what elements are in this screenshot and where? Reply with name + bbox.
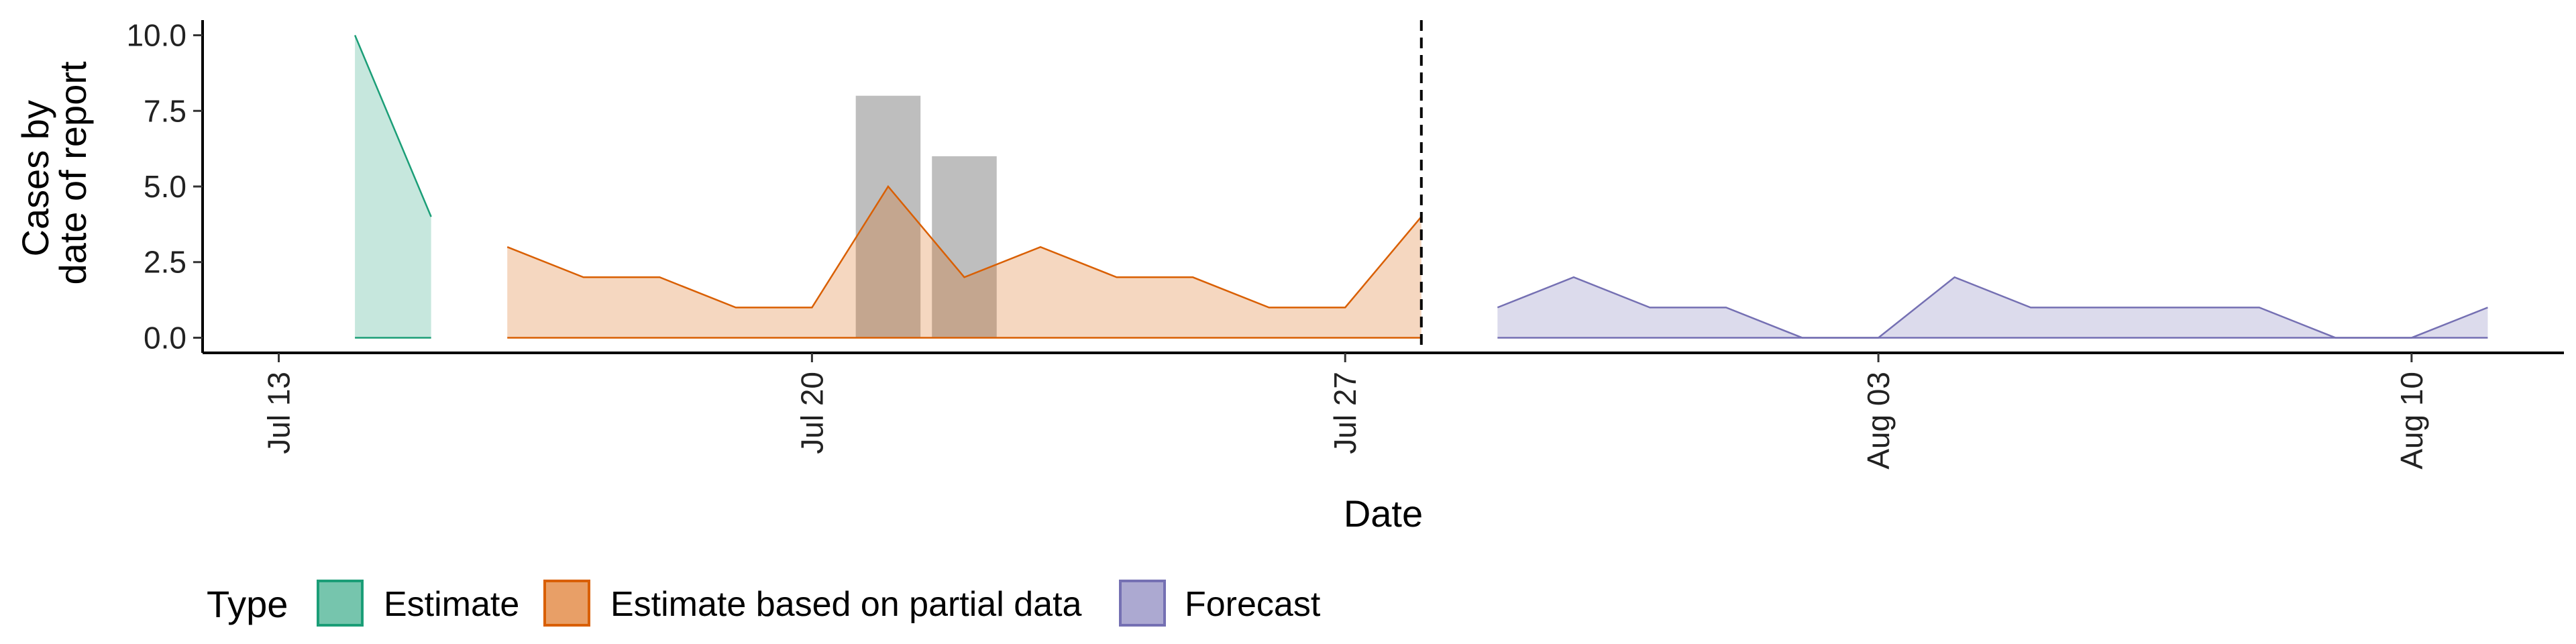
- area-forecast: [1497, 277, 2488, 338]
- x-tick-label: Jul 20: [794, 372, 829, 454]
- y-axis-title-line-1: Cases by: [14, 100, 56, 256]
- legend-key-forecast: [1119, 580, 1166, 627]
- x-tick-label: Jul 13: [262, 372, 297, 454]
- area-estimate-based-on-partial-data: [507, 186, 1421, 338]
- legend-label-partial: Estimate based on partial data: [610, 585, 1082, 624]
- legend-key-estimate: [317, 580, 364, 627]
- x-tick-label: Aug 10: [2394, 372, 2429, 470]
- line-forecast: [1497, 276, 2488, 339]
- bar-2020-07-22: [932, 156, 997, 338]
- y-axis-title-line-2: date of report: [52, 61, 94, 285]
- x-tick-label: Aug 03: [1861, 372, 1896, 470]
- areas-layer: [354, 35, 2488, 339]
- y-axis-title: Cases by date of report: [14, 61, 94, 285]
- legend-label-estimate: Estimate: [384, 585, 519, 624]
- legend-title: Type: [207, 583, 288, 625]
- y-tick-label: 2.5: [144, 245, 186, 280]
- bars-layer: [855, 95, 997, 338]
- x-tick-label: Jul 27: [1328, 372, 1362, 454]
- y-tick-label: 0.0: [144, 320, 186, 355]
- y-tick-label: 7.5: [144, 93, 186, 128]
- y-tick-label: 5.0: [144, 169, 186, 204]
- y-tick-label: 10.0: [126, 18, 186, 53]
- legend-key-partial: [543, 580, 590, 627]
- line-estimate-based-on-partial-data: [506, 184, 1422, 309]
- x-ticks: Jul 13 Jul 20 Jul 27 Aug 03 Aug 10: [262, 353, 2429, 470]
- x-axis-title: Date: [1344, 492, 1423, 535]
- bar-2020-07-21: [855, 95, 921, 338]
- area-estimate: [355, 35, 431, 338]
- line-estimate: [354, 35, 432, 217]
- legend: Type Estimate Estimate based on partial …: [207, 580, 1321, 627]
- legend-label-forecast: Forecast: [1185, 585, 1321, 624]
- y-ticks: 0.0 2.5 5.0 7.5 10.0: [126, 18, 203, 355]
